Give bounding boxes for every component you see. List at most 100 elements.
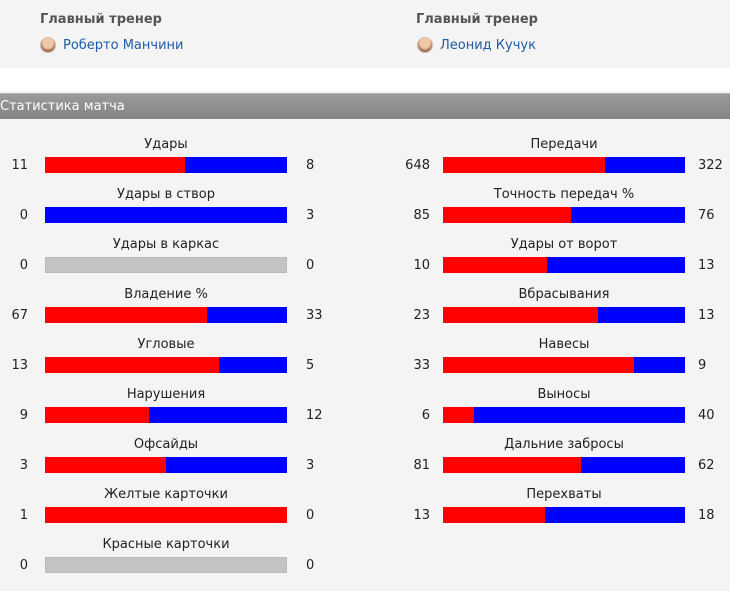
- stat-bar-away-segment: [219, 357, 287, 373]
- stat-away-value: 3: [306, 458, 315, 473]
- stat-bar: [443, 457, 685, 473]
- stat-bar: [45, 207, 287, 223]
- stat-away-value: 322: [698, 158, 723, 173]
- stat-bar: [45, 257, 287, 273]
- stat-title: Нарушения: [126, 387, 206, 402]
- stat-bar: [443, 257, 685, 273]
- stat-title: Навесы: [538, 337, 590, 352]
- stat-title: Красные карточки: [102, 537, 230, 552]
- stat-home-value: 0: [19, 258, 28, 273]
- stat-title: Офсайды: [133, 437, 199, 452]
- stat-title: Удары в створ: [117, 187, 215, 202]
- stat-title: Перехваты: [526, 487, 602, 502]
- stat-bar-home-segment: [45, 157, 186, 173]
- stat-title: Удары: [144, 137, 188, 152]
- stat-bar: [45, 157, 287, 173]
- stat-bar: [443, 157, 685, 173]
- stat-home-value: 3: [19, 458, 28, 473]
- stat-home-value: 1: [19, 508, 28, 523]
- stat-bar: [443, 357, 685, 373]
- stat-bar-away-segment: [166, 457, 287, 473]
- stat-bar-away-segment: [207, 307, 287, 323]
- stat-home-value: 648: [405, 158, 430, 173]
- stat-bar-home-segment: [443, 457, 581, 473]
- stat-title: Передачи: [530, 137, 598, 152]
- stat-bar-away-segment: [634, 357, 685, 373]
- match-stats-header: Статистика матча: [0, 93, 730, 119]
- stat-bar: [443, 207, 685, 223]
- stat-bar-away-segment: [474, 407, 685, 423]
- stat-bar-home-segment: [45, 457, 166, 473]
- stat-home-value: 10: [413, 258, 430, 273]
- stat-title: Владение %: [124, 287, 208, 302]
- stat-home-value: 67: [11, 308, 28, 323]
- stat-away-value: 76: [698, 208, 715, 223]
- stat-bar-away-segment: [185, 157, 287, 173]
- stat-away-value: 13: [698, 258, 715, 273]
- stat-bar: [45, 407, 287, 423]
- coach-away-name-link[interactable]: Леонид Кучук: [440, 37, 536, 53]
- coach-away-label: Главный тренер: [416, 12, 538, 27]
- stat-bar-away-segment: [597, 307, 685, 323]
- stat-bar-home-segment: [45, 307, 208, 323]
- coach-home-name-link[interactable]: Роберто Манчини: [63, 37, 184, 53]
- stat-home-value: 11: [11, 158, 28, 173]
- stat-title: Дальние забросы: [504, 437, 624, 452]
- stat-home-value: 33: [413, 358, 430, 373]
- stat-home-value: 6: [421, 408, 430, 423]
- stat-bar: [443, 407, 685, 423]
- stat-bar-away-segment: [45, 207, 287, 223]
- stat-home-value: 0: [19, 558, 28, 573]
- stat-home-value: 13: [11, 358, 28, 373]
- stat-away-value: 0: [306, 558, 315, 573]
- stat-away-value: 18: [698, 508, 715, 523]
- stat-title: Точность передач %: [493, 187, 635, 202]
- stat-bar-home-segment: [443, 257, 548, 273]
- stat-title: Вбрасывания: [518, 287, 610, 302]
- stat-away-value: 9: [698, 358, 707, 373]
- stat-bar-home-segment: [45, 357, 220, 373]
- stat-bar-home-segment: [443, 157, 606, 173]
- coach-avatar: [417, 37, 433, 53]
- stat-bar: [45, 507, 287, 523]
- section-title: Статистика матча: [0, 99, 125, 114]
- stat-bar: [45, 457, 287, 473]
- stat-bar-home-segment: [443, 307, 598, 323]
- coach-avatar: [40, 37, 56, 53]
- stat-home-value: 81: [413, 458, 430, 473]
- stat-title: Выносы: [537, 387, 591, 402]
- stat-home-value: 23: [413, 308, 430, 323]
- stat-away-value: 13: [698, 308, 715, 323]
- stat-away-value: 40: [698, 408, 715, 423]
- stat-home-value: 0: [19, 208, 28, 223]
- separator-band: [0, 68, 730, 91]
- stat-bar-home-segment: [443, 507, 545, 523]
- stat-home-value: 13: [413, 508, 430, 523]
- stat-away-value: 0: [306, 258, 315, 273]
- stat-away-value: 0: [306, 508, 315, 523]
- stat-bar-away-segment: [571, 207, 685, 223]
- stat-bar-home-segment: [443, 357, 635, 373]
- stat-bar-away-segment: [544, 507, 685, 523]
- coach-home-label: Главный тренер: [40, 12, 162, 27]
- stat-bar: [443, 507, 685, 523]
- stat-title: Удары от ворот: [510, 237, 618, 252]
- stat-bar: [45, 357, 287, 373]
- stat-bar-away-segment: [149, 407, 287, 423]
- stat-bar-away-segment: [580, 457, 685, 473]
- stat-away-value: 62: [698, 458, 715, 473]
- stat-bar-home-segment: [443, 207, 572, 223]
- stat-title: Угловые: [137, 337, 195, 352]
- stat-away-value: 33: [306, 308, 323, 323]
- stat-title: Удары в каркас: [112, 237, 220, 252]
- stat-away-value: 5: [306, 358, 315, 373]
- stat-bar: [45, 557, 287, 573]
- stat-title: Желтые карточки: [104, 487, 228, 502]
- stat-bar-away-segment: [547, 257, 685, 273]
- stat-home-value: 9: [19, 408, 28, 423]
- stat-bar-away-segment: [605, 157, 685, 173]
- stat-away-value: 8: [306, 158, 315, 173]
- stat-away-value: 3: [306, 208, 315, 223]
- stat-bar: [45, 307, 287, 323]
- stat-bar-home-segment: [45, 407, 150, 423]
